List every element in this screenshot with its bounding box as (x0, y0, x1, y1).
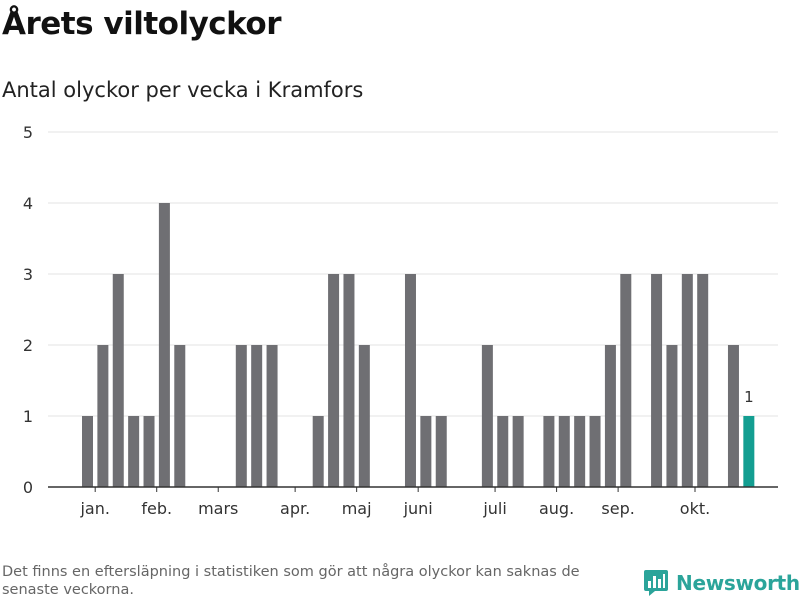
x-tick-label: okt. (680, 499, 710, 518)
bar (574, 416, 586, 487)
bar-chart: 0 1 2 3 4 5 1 jan. feb. mars apr. maj juni juli aug. se… (23, 123, 778, 518)
bar (97, 345, 109, 487)
x-tick-label: sep. (601, 499, 634, 518)
bar (312, 416, 324, 487)
newsworthy-logo-icon (644, 570, 668, 596)
y-tick-label: 1 (23, 407, 33, 426)
y-tick-label: 4 (23, 194, 33, 213)
x-tick-label: maj (342, 499, 372, 518)
data-label: 1 (744, 388, 754, 406)
bar (358, 345, 370, 487)
bar (727, 345, 739, 487)
highlight-bar (743, 416, 755, 487)
x-tick-label: feb. (141, 499, 172, 518)
brand-logo[interactable]: Newsworthy (644, 570, 800, 596)
bar (420, 416, 432, 487)
bar (512, 416, 524, 487)
chart-title: Årets viltolyckor (2, 6, 282, 42)
bar (82, 416, 93, 487)
x-tick-label: aug. (539, 499, 574, 518)
bar (497, 416, 509, 487)
bar (435, 416, 447, 487)
bar (697, 274, 709, 487)
brand-name: Newsworthy (676, 571, 800, 595)
x-tick-label: juli (482, 499, 506, 518)
bar (404, 274, 416, 487)
bar (481, 345, 493, 487)
bar (174, 345, 186, 487)
bar (328, 274, 340, 487)
bar (112, 274, 124, 487)
bar (128, 416, 140, 487)
bar (143, 416, 155, 487)
bar (604, 345, 616, 487)
x-tick-label: apr. (280, 499, 310, 518)
bar (681, 274, 693, 487)
y-tick-label: 0 (23, 478, 33, 497)
bar (543, 416, 555, 487)
y-tick-label: 5 (23, 123, 33, 142)
x-tick-label: mars (198, 499, 238, 518)
bar (158, 203, 170, 487)
bar (235, 345, 247, 487)
footnote: Det finns en eftersläpning i statistiken… (2, 564, 580, 598)
bar (620, 274, 632, 487)
y-tick-label: 3 (23, 265, 33, 284)
bar (651, 274, 663, 487)
y-tick-label: 2 (23, 336, 33, 355)
x-tick-label: juni (403, 499, 433, 518)
bar (558, 416, 570, 487)
x-tick-label: jan. (79, 499, 109, 518)
chart-subtitle: Antal olyckor per vecka i Kramfors (2, 78, 364, 102)
bar (666, 345, 678, 487)
bar (343, 274, 355, 487)
bar (589, 416, 601, 487)
bar (266, 345, 278, 487)
bar (251, 345, 263, 487)
